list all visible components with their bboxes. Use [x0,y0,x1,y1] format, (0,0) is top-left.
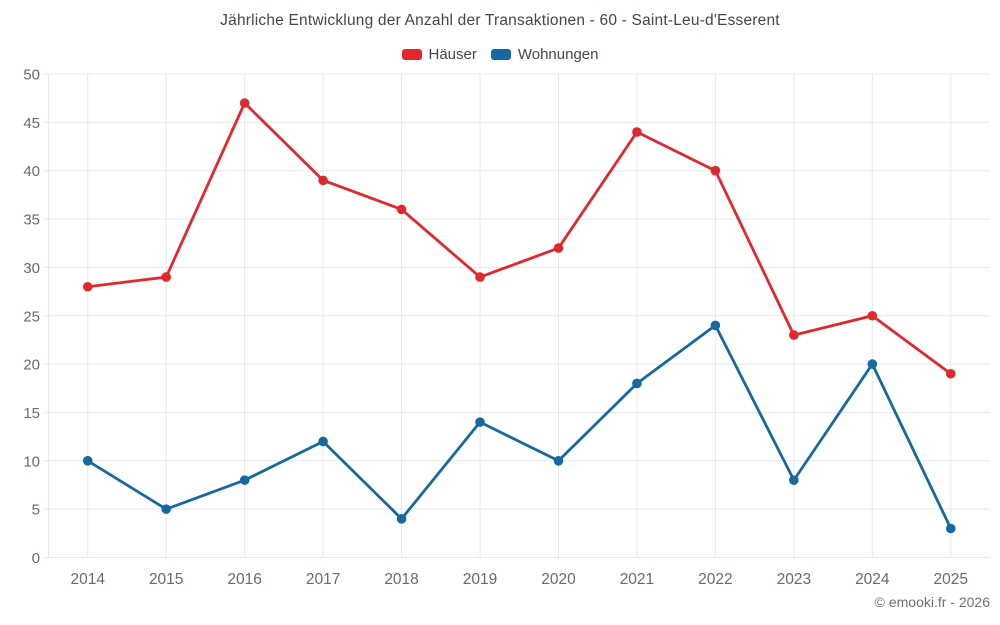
x-tick-label: 2017 [306,571,340,588]
y-tick-label: 20 [23,357,40,374]
data-point-wohnungen-2023[interactable] [789,475,799,485]
data-point-hauser-2017[interactable] [318,175,328,186]
y-tick-label: 30 [23,260,40,277]
x-tick-label: 2019 [463,571,497,588]
legend-item-hauser[interactable]: Häuser [401,46,477,63]
y-tick-label: 5 [32,502,40,519]
data-point-wohnungen-2024[interactable] [867,359,878,369]
x-tick-label: 2018 [384,571,418,588]
data-point-hauser-2014[interactable] [82,281,93,292]
y-tick-label: 10 [23,453,40,470]
data-point-wohnungen-2019[interactable] [475,417,485,427]
data-point-hauser-2019[interactable] [475,272,485,282]
y-tick-label: 45 [23,115,40,132]
series-line-wohnungen [86,324,953,530]
x-tick-label: 2016 [227,571,261,588]
data-point-hauser-2023[interactable] [789,330,799,340]
y-tick-label: 35 [23,212,40,229]
data-point-wohnungen-2025[interactable] [945,523,956,534]
y-tick-label: 0 [32,550,40,567]
y-tick-label: 50 [23,67,40,84]
data-point-hauser-2024[interactable] [867,310,878,321]
legend-item-wohnungen[interactable]: Wohnungen [490,46,599,63]
data-point-hauser-2022[interactable] [710,165,721,176]
data-point-hauser-2020[interactable] [553,243,564,253]
legend-swatch-hauser [401,49,422,60]
data-point-wohnungen-2020[interactable] [553,456,564,466]
data-point-hauser-2018[interactable] [396,204,407,215]
legend-label-wohnungen: Wohnungen [517,46,599,63]
data-point-wohnungen-2014[interactable] [82,456,93,466]
data-point-hauser-2021[interactable] [632,127,642,137]
copyright-credit: © emooki.fr - 2026 [874,594,990,610]
legend: Häuser Wohnungen [0,46,1000,63]
legend-swatch-wohnungen [490,49,511,60]
chart-title: Jährliche Entwicklung der Anzahl der Tra… [220,12,780,29]
legend-label-hauser: Häuser [428,46,477,63]
x-tick-label: 2025 [934,571,968,588]
data-point-hauser-2025[interactable] [945,368,956,379]
series-wohnungen [82,320,956,534]
series-hauser [82,98,956,379]
data-point-wohnungen-2015[interactable] [161,504,171,514]
x-tick-label: 2022 [698,571,732,588]
data-point-wohnungen-2016[interactable] [239,475,250,485]
y-tick-label: 25 [23,308,40,325]
data-point-wohnungen-2017[interactable] [318,436,328,447]
y-tick-label: 15 [23,405,40,422]
data-point-wohnungen-2018[interactable] [396,514,407,524]
y-tick-label: 40 [23,163,40,180]
data-point-hauser-2015[interactable] [161,272,171,282]
x-tick-label: 2021 [620,571,654,588]
x-tick-label: 2023 [777,571,811,588]
data-point-hauser-2016[interactable] [239,98,250,108]
data-point-wohnungen-2022[interactable] [710,320,721,331]
x-tick-label: 2015 [149,571,183,588]
data-point-wohnungen-2021[interactable] [632,378,642,389]
series-line-hauser [86,101,953,376]
x-tick-label: 2014 [70,571,105,588]
x-tick-label: 2024 [855,571,890,588]
x-tick-label: 2020 [541,571,576,588]
